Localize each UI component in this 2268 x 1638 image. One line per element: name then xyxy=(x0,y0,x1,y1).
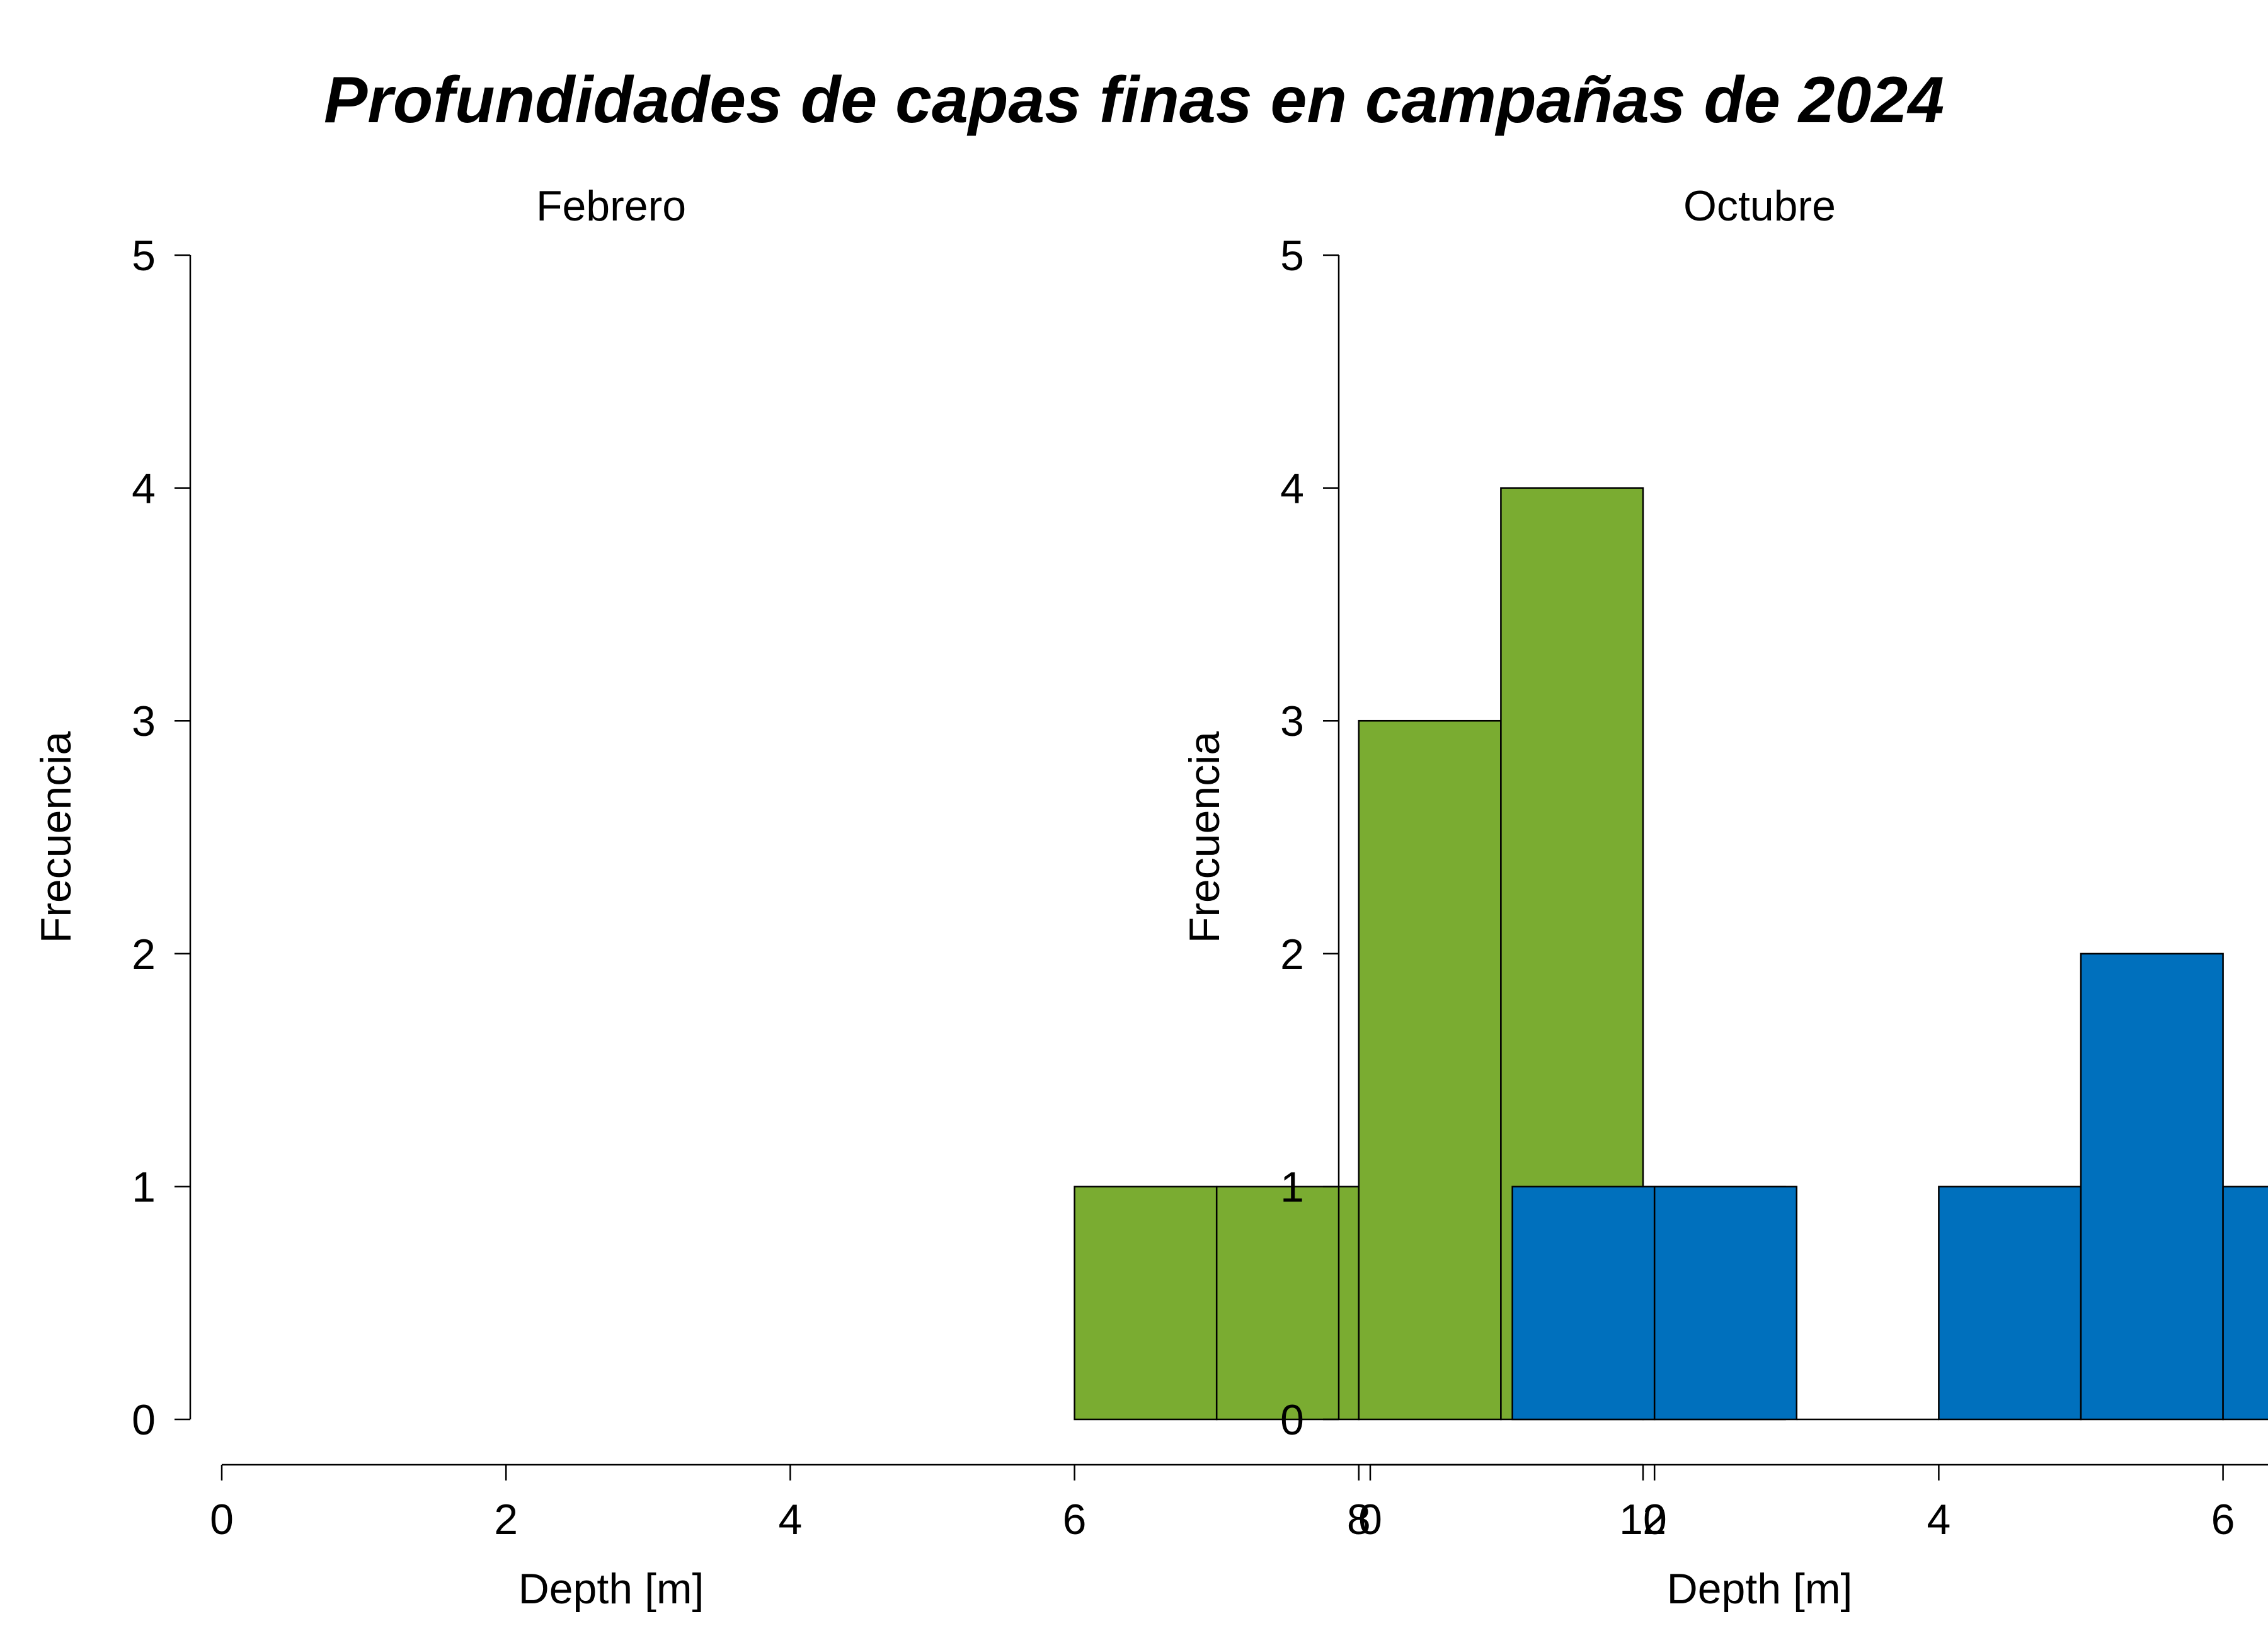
x-tick-label: 8 xyxy=(1347,1496,1371,1544)
y-tick-label: 3 xyxy=(1280,697,1304,745)
x-axis-label: Depth [m] xyxy=(1667,1565,1853,1613)
x-axis: 0 2 4 6 8 10 Depth [m] xyxy=(210,1463,1667,1613)
y-tick-label: 4 xyxy=(1280,465,1304,513)
x-tick-label: 6 xyxy=(2211,1496,2235,1544)
histogram-bar xyxy=(2080,953,2224,1421)
panel-subtitle: Octubre xyxy=(1683,182,1836,230)
y-tick-label: 0 xyxy=(132,1396,156,1444)
y-axis-label: Frecuencia xyxy=(32,731,80,944)
histogram-bar xyxy=(2222,1186,2268,1421)
x-tick-label: 2 xyxy=(1642,1496,1666,1544)
x-axis-label: Depth [m] xyxy=(518,1565,704,1613)
x-tick-label: 4 xyxy=(1927,1496,1950,1544)
x-tick-label: 0 xyxy=(1358,1496,1382,1544)
y-tick-label: 0 xyxy=(1280,1396,1304,1444)
histogram-bar xyxy=(1511,1186,1656,1421)
y-axis: 0 1 2 3 4 5 Frecuencia xyxy=(32,232,192,1444)
x-tick-label: 0 xyxy=(210,1496,234,1544)
x-tick-label: 2 xyxy=(494,1496,518,1544)
y-tick-label: 2 xyxy=(1280,931,1304,978)
histogram-bar xyxy=(1215,1186,1360,1421)
histogram-bar xyxy=(1938,1186,2082,1421)
y-tick-label: 3 xyxy=(132,697,156,745)
y-tick-label: 1 xyxy=(1280,1163,1304,1211)
x-tick-label: 4 xyxy=(778,1496,802,1544)
y-tick-label: 2 xyxy=(132,931,156,978)
histogram-bar xyxy=(1653,1186,1798,1421)
x-tick-label: 6 xyxy=(1063,1496,1087,1544)
y-tick-label: 5 xyxy=(1280,232,1304,280)
histogram-bar xyxy=(1358,719,1502,1421)
y-tick-label: 1 xyxy=(132,1163,156,1211)
x-tick-label: 10 xyxy=(1619,1496,1667,1544)
y-tick-label: 4 xyxy=(132,465,156,513)
y-axis-label: Frecuencia xyxy=(1181,731,1228,944)
histogram-bar xyxy=(1074,1186,1218,1421)
y-tick-label: 5 xyxy=(132,232,156,280)
chart-title: Profundidades de capas finas en campañas… xyxy=(323,64,1945,137)
panel-subtitle: Febrero xyxy=(536,182,686,230)
y-axis: 0 1 2 3 4 5 Frecuencia xyxy=(1181,232,1340,1444)
